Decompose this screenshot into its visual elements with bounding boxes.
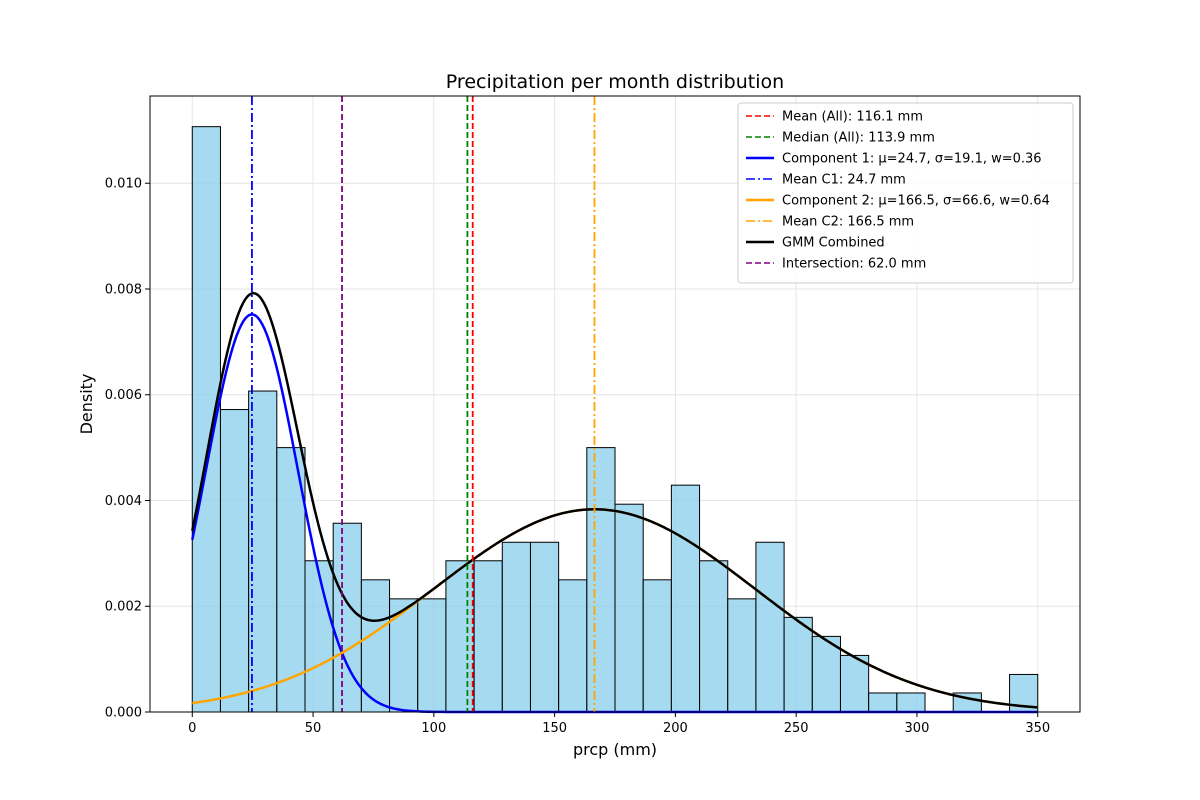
histogram-bar [614,503,644,713]
y-axis-ticks: 0.000 0.002 0.004 0.006 0.008 0.010 [105,177,150,721]
histogram-bar [755,541,785,713]
y-axis-label: Density [77,374,96,435]
histogram-bar [699,560,729,713]
x-tick-label: 300 [905,721,930,736]
histogram-bar [417,598,447,713]
y-tick-label: 0.002 [105,600,142,615]
histogram-bar [304,560,334,713]
legend-label: Mean (All): 116.1 mm [782,110,923,125]
legend-box [737,102,1074,284]
histogram-bar [248,390,278,713]
gmm-combined-curve [191,291,1038,709]
legend-label: Median (All): 113.9 mm [782,131,935,146]
x-tick-label: 100 [421,721,446,736]
histogram-bar [727,598,757,713]
y-tick-label: 0.006 [105,388,142,403]
histogram-bar [558,579,588,713]
histogram-bar [839,654,870,713]
x-tick-label: 150 [542,721,567,736]
legend-label: Mean C2: 166.5 mm [782,215,914,230]
x-tick-label: 0 [188,721,196,736]
x-tick-label: 250 [784,721,809,736]
histogram-bar [445,560,475,713]
histogram-bars [191,126,1039,713]
histogram-bar [642,579,672,713]
histogram-bar [219,409,250,713]
x-tick-label: 200 [663,721,688,736]
histogram-bar [473,560,503,713]
histogram-bar [670,484,701,713]
legend-label: Mean C1: 24.7 mm [782,173,906,188]
legend-label: Component 1: μ=24.7, σ=19.1, w=0.36 [782,152,1042,167]
histogram-bar [896,692,926,713]
chart-title: Precipitation per month distribution [446,71,784,93]
legend: Mean (All): 116.1 mm Median (All): 113.9 … [737,102,1074,284]
y-tick-label: 0.004 [105,494,142,509]
x-tick-label: 350 [1025,721,1050,736]
y-tick-label: 0.010 [105,177,142,192]
legend-label: Intersection: 62.0 mm [782,257,926,272]
legend-label: Component 2: μ=166.5, σ=66.6, w=0.64 [782,194,1050,209]
x-axis-label: prcp (mm) [573,740,657,759]
reference-lines [251,96,596,712]
x-tick-label: 50 [305,721,322,736]
histogram-bar [586,447,616,713]
histogram-bar [501,541,531,713]
y-tick-label: 0.008 [105,282,142,297]
y-tick-label: 0.000 [105,706,142,721]
x-axis-ticks: 0 50 100 150 200 250 300 350 [188,712,1050,736]
histogram-bar [868,692,898,713]
legend-label: GMM Combined [782,236,885,251]
plot-frame [149,95,1081,713]
histogram-bar [529,541,560,713]
histogram-bar [783,616,813,713]
